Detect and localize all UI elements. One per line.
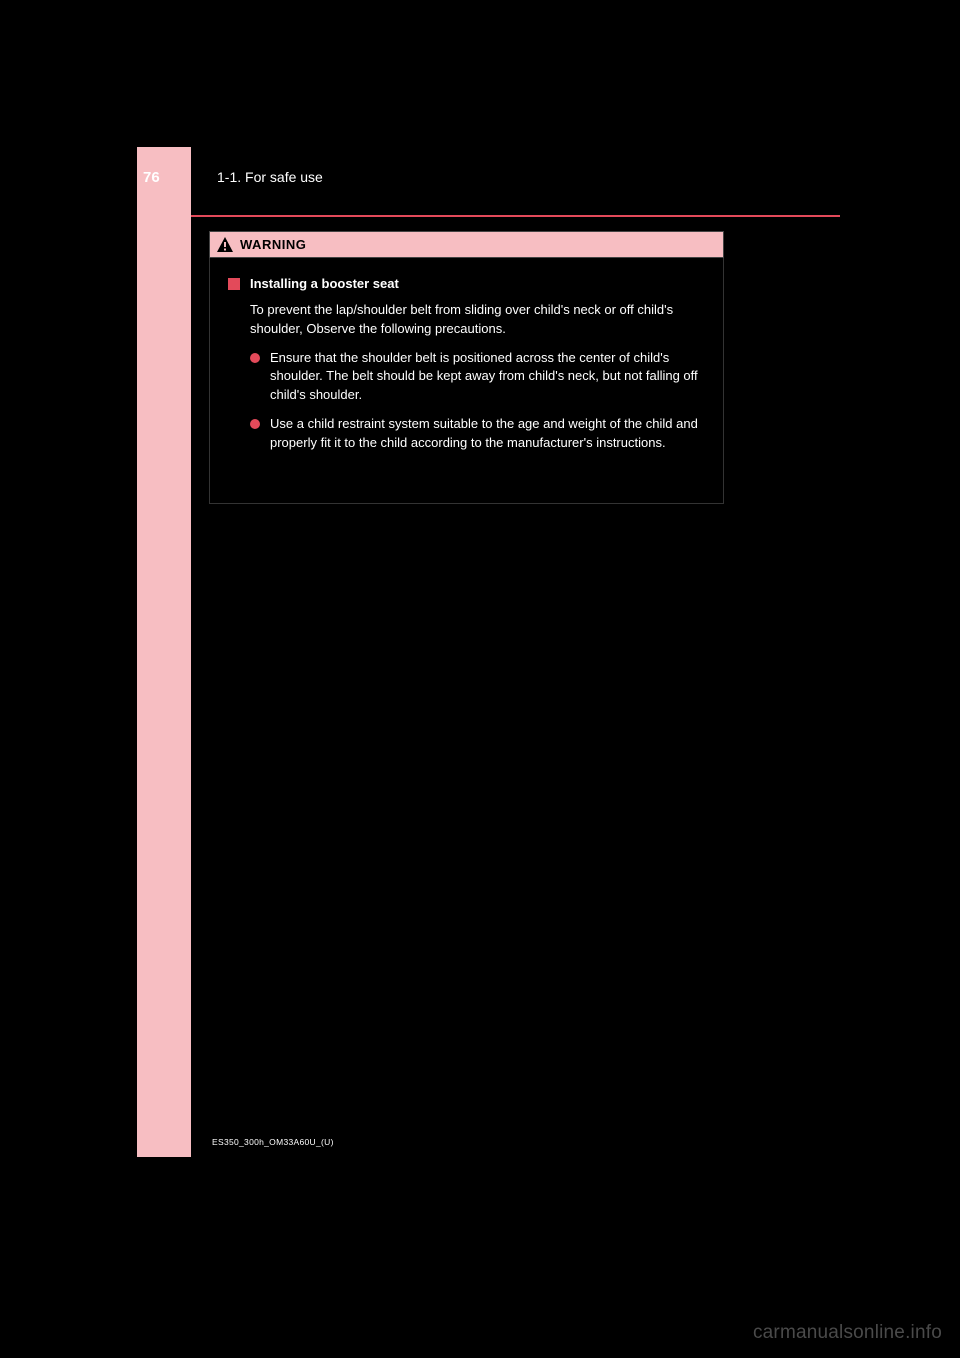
- warning-heading-row: Installing a booster seat: [228, 276, 705, 293]
- bullet-row: Use a child restraint system suitable to…: [250, 415, 705, 453]
- page-header: 76 1-1. For safe use: [137, 147, 840, 215]
- warning-heading: Installing a booster seat: [250, 276, 399, 293]
- part-number: ES350_300h_OM33A60U_(U): [212, 1137, 334, 1147]
- section-number: 1-1. For safe use: [217, 169, 323, 185]
- warning-intro: To prevent the lap/shoulder belt from sl…: [250, 301, 705, 339]
- header-rule: [191, 215, 840, 217]
- warning-label: WARNING: [240, 237, 306, 252]
- bullet-icon: [250, 419, 260, 429]
- warning-header: WARNING: [209, 231, 724, 258]
- manual-page: 76 1-1. For safe use WARNING Installing …: [137, 147, 840, 1157]
- bullet-text: Ensure that the shoulder belt is positio…: [270, 349, 705, 406]
- warning-icon: [216, 236, 234, 254]
- warning-body: Installing a booster seat To prevent the…: [209, 258, 724, 504]
- bullet-text: Use a child restraint system suitable to…: [270, 415, 705, 453]
- page-number: 76: [143, 169, 160, 186]
- left-sidebar: [137, 147, 191, 1157]
- watermark: carmanualsonline.info: [753, 1322, 942, 1344]
- square-marker-icon: [228, 278, 240, 290]
- bullet-icon: [250, 353, 260, 363]
- bullet-row: Ensure that the shoulder belt is positio…: [250, 349, 705, 406]
